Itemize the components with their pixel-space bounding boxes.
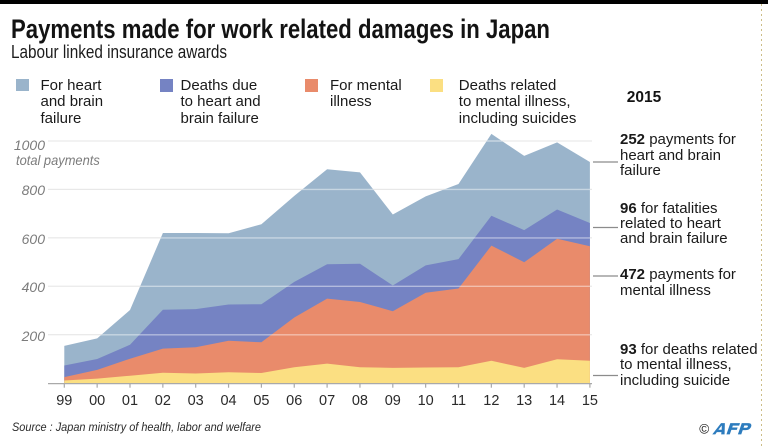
svg-text:©: © [699,422,709,437]
